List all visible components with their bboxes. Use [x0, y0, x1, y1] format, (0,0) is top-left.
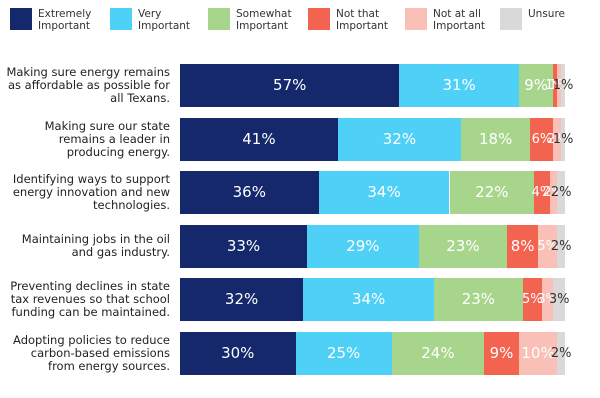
value-label: 4% [531, 185, 553, 201]
bar-segment [557, 224, 565, 268]
bar-segment [518, 332, 558, 375]
legend-swatch [208, 8, 230, 30]
value-label: 18% [479, 129, 513, 148]
value-label: 3% [548, 292, 570, 308]
value-label: 10% [521, 344, 555, 362]
value-label: 22% [475, 183, 509, 202]
value-label: 30% [221, 344, 255, 362]
bar-segment [180, 171, 319, 215]
bar-segment [180, 278, 304, 322]
legend-label: Somewhat Important [236, 8, 292, 32]
value-label: 6% [531, 131, 553, 147]
value-label: 41% [242, 129, 276, 148]
legend-label: Not that Important [336, 8, 389, 32]
value-label: 23% [461, 290, 496, 309]
value-label: 2% [550, 238, 572, 254]
bar-segment [318, 171, 450, 215]
value-label: 57% [273, 76, 307, 94]
bar-segment [541, 278, 554, 322]
value-label: 33% [226, 236, 261, 255]
value-label: 8% [510, 236, 535, 255]
value-label: 34% [351, 290, 386, 309]
bar-segment [507, 224, 539, 268]
value-label: 9% [489, 344, 514, 362]
bar-segment [553, 64, 558, 107]
value-label: 36% [232, 183, 266, 202]
value-label: 24% [421, 344, 455, 362]
legend-label: Not at all Important [433, 8, 486, 32]
bar-segment [557, 171, 565, 215]
value-label: 23% [446, 236, 480, 255]
bar-segment [561, 64, 565, 107]
legend-swatch [500, 8, 522, 30]
bar-segment [534, 171, 550, 215]
bar-segment [538, 224, 558, 268]
category-label: Preventing declines in state tax revenue… [10, 279, 170, 320]
bar-segment [553, 117, 562, 161]
bar-segment [549, 171, 558, 215]
value-label: 32% [224, 290, 259, 309]
legend-swatch [308, 8, 330, 30]
bar-segment [418, 224, 508, 268]
bar-segment [461, 117, 531, 161]
bar-segment [553, 278, 565, 322]
bar-segment [180, 64, 400, 107]
value-label: 9% [524, 76, 549, 94]
bar-segment [561, 117, 565, 161]
bar-segment [303, 278, 435, 322]
value-label: 2% [550, 185, 572, 201]
bar-segment [557, 64, 562, 107]
bar-segment [180, 332, 296, 375]
bar-segment [484, 332, 519, 375]
bar-segment [518, 64, 554, 107]
bar-segment [522, 278, 542, 322]
category-label: Making sure energy remains as affordable… [6, 65, 170, 105]
category-label: Adopting policies to reduce carbon-based… [13, 333, 170, 373]
value-label: 5% [537, 238, 558, 254]
bar-segment [180, 224, 308, 268]
bar-segment [295, 332, 392, 375]
category-label: Making sure our state remains a leader i… [44, 118, 170, 159]
category-label: Identifying ways to support energy innov… [12, 172, 170, 213]
value-label: 31% [442, 76, 476, 94]
bar-segment [434, 278, 523, 322]
value-label: 5% [521, 292, 543, 308]
category-label: Maintaining jobs in the oil and gas indu… [21, 232, 170, 260]
legend-swatch [110, 8, 132, 30]
bar-segment [557, 332, 565, 375]
value-label: 29% [346, 236, 380, 255]
legend-label: Extremely Important [38, 8, 92, 32]
bar-segment [307, 224, 419, 268]
value-label: 1% [552, 131, 574, 147]
legend-label: Unsure [528, 8, 566, 20]
legend-swatch [10, 8, 32, 30]
bar-segment [391, 332, 485, 375]
value-label: 32% [382, 129, 417, 148]
legend-swatch [405, 8, 427, 30]
bar-segment [449, 171, 535, 215]
value-label: 3% [537, 292, 558, 308]
value-label: 34% [367, 183, 401, 202]
legend-label: Very Important [138, 8, 191, 32]
bar-segment [399, 64, 519, 107]
bar-segment [530, 117, 554, 161]
bar-segment [180, 117, 338, 161]
bar-segment [337, 117, 462, 161]
value-label: 2% [550, 346, 572, 361]
value-label: 25% [326, 344, 361, 362]
value-label: 1% [552, 78, 574, 93]
